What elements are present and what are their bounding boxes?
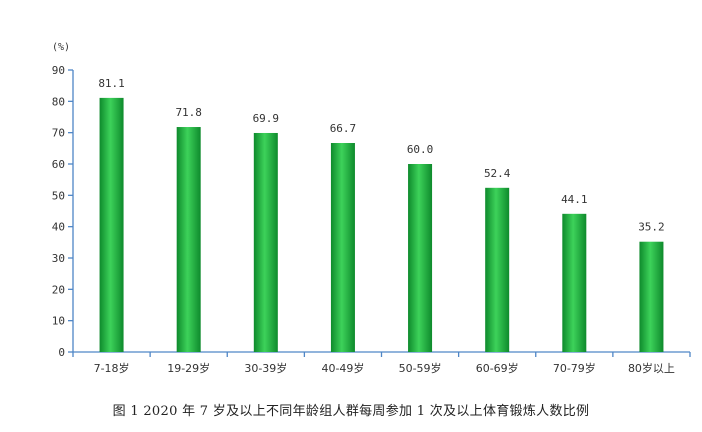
bar-value-label: 66.7 — [330, 122, 357, 135]
bar-value-label: 60.0 — [407, 143, 434, 156]
bar-chart: (%) 0 10 20 30 40 50 60 70 80 90 7-18岁 19-29岁 30-39岁… — [52, 42, 691, 375]
bar-value-label: 81.1 — [98, 77, 125, 90]
bar — [562, 213, 587, 352]
bar — [99, 97, 124, 353]
bar — [408, 164, 433, 352]
bar-value-label: 71.8 — [175, 106, 202, 119]
bar — [176, 127, 201, 352]
y-tick-label: 20 — [52, 283, 65, 296]
bar — [485, 187, 510, 352]
y-tick-label: 80 — [52, 95, 65, 108]
bar — [330, 143, 355, 352]
bar-value-label: 52.4 — [484, 167, 511, 180]
bar — [639, 241, 664, 352]
x-category-label: 19-29岁 — [167, 361, 210, 375]
y-tick-label: 50 — [52, 189, 65, 202]
y-tick-label: 60 — [52, 158, 65, 171]
x-category-label: 60-69岁 — [476, 361, 519, 375]
x-category-label: 40-49岁 — [321, 361, 364, 375]
y-tick-label: 30 — [52, 252, 65, 265]
axes: 0 10 20 30 40 50 60 70 80 90 7-18岁 19-29岁 30-39岁 40-4… — [52, 64, 691, 375]
bar-value-label: 69.9 — [253, 112, 280, 125]
bar-value-label: 44.1 — [561, 193, 588, 206]
y-axis-unit-label: (%) — [52, 42, 70, 53]
bars: 81.1 71.8 69.9 66.7 60.0 52.4 44.1 35.2 — [98, 77, 665, 353]
x-category-label: 80岁以上 — [628, 361, 675, 375]
y-tick-label: 0 — [58, 346, 65, 359]
bar-value-label: 35.2 — [638, 221, 665, 234]
figure-caption: 图 1 2020 年 7 岁及以上不同年龄组人群每周参加 1 次及以上体育锻炼人… — [112, 404, 590, 419]
x-category-label: 7-18岁 — [94, 361, 130, 375]
x-category-label: 70-79岁 — [553, 361, 596, 375]
y-tick-label: 90 — [52, 64, 65, 77]
y-tick-label: 40 — [52, 221, 65, 234]
y-tick-label: 10 — [52, 315, 65, 328]
y-tick-label: 70 — [52, 127, 65, 140]
bar — [253, 132, 278, 352]
x-category-label: 50-59岁 — [399, 361, 442, 375]
x-category-label: 30-39岁 — [244, 361, 287, 375]
